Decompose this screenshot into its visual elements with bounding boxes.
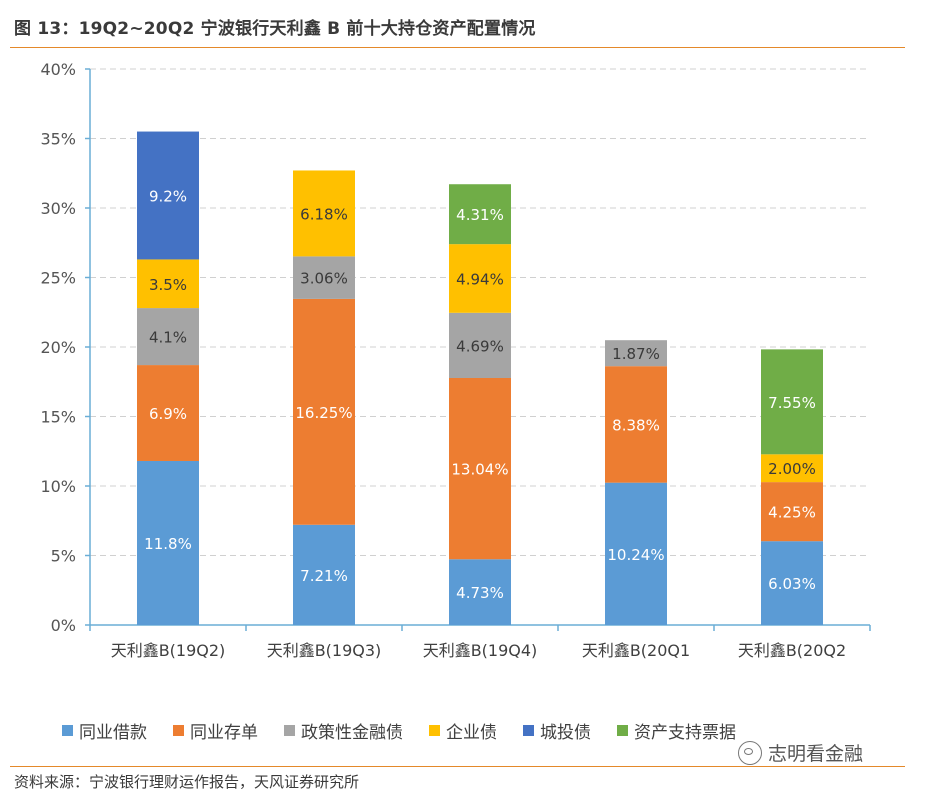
legend-label: 城投债 — [540, 723, 591, 743]
y-tick-label: 10% — [40, 477, 76, 496]
watermark-text: 志明看金融 — [768, 743, 864, 765]
bar-segment — [137, 259, 199, 309]
data-label: 16.25% — [295, 404, 352, 422]
data-label: 13.04% — [451, 461, 508, 479]
data-label: 1.87% — [612, 345, 660, 363]
data-label: 7.21% — [300, 567, 348, 585]
bar-segment — [449, 184, 511, 245]
y-tick-label: 30% — [40, 199, 76, 218]
data-label: 4.1% — [149, 329, 187, 347]
data-label: 6.03% — [768, 575, 816, 593]
bar-segment — [449, 244, 511, 313]
data-label: 3.06% — [300, 270, 348, 288]
legend-swatch — [523, 725, 534, 736]
x-tick-label: 天利鑫B(20Q2 — [738, 641, 846, 660]
chart-legend: 同业借款 同业存单 政策性金融债 企业债 城投债 资产支持票据 — [62, 718, 762, 743]
footer-divider — [10, 766, 905, 767]
title-divider — [10, 47, 905, 48]
legend-item: 资产支持票据 — [617, 718, 736, 743]
bar-segment — [449, 312, 511, 378]
data-label: 11.8% — [144, 535, 192, 553]
bar-segment — [449, 377, 511, 560]
legend-item: 政策性金融债 — [284, 718, 403, 743]
legend-swatch — [429, 725, 440, 736]
wechat-icon — [738, 740, 762, 765]
legend-label: 同业借款 — [79, 723, 147, 743]
data-label: 3.5% — [149, 276, 187, 294]
bar-segment — [137, 131, 199, 260]
bar-segment — [137, 460, 199, 625]
data-label: 7.55% — [768, 394, 816, 412]
legend-swatch — [284, 725, 295, 736]
legend-item: 企业债 — [429, 718, 497, 743]
legend-item: 城投债 — [523, 718, 591, 743]
x-tick-label: 天利鑫B(19Q2) — [111, 641, 226, 660]
data-label: 4.25% — [768, 504, 816, 522]
bar-segment — [761, 541, 823, 625]
data-label: 2.00% — [768, 460, 816, 478]
source-note: 资料来源：宁波银行理财运作报告，天风证券研究所 — [14, 773, 360, 791]
bar-segment — [761, 454, 823, 483]
bar-segment — [137, 308, 199, 366]
bar-segment — [605, 482, 667, 625]
bar-segment — [293, 256, 355, 299]
watermark: 志明看金融 — [738, 739, 863, 766]
bar-segment — [137, 365, 199, 461]
data-label: 4.31% — [456, 206, 504, 224]
data-label: 9.2% — [149, 187, 187, 205]
y-tick-label: 40% — [40, 60, 76, 79]
bar-segment — [605, 340, 667, 367]
bar-segment — [761, 482, 823, 542]
legend-label: 资产支持票据 — [634, 723, 736, 743]
stacked-bar-chart: 0% 5% 10% 15% 20% 25% 30% 35% 40% 11.8% 6.9% 4.1% 3.… — [40, 60, 871, 660]
data-label: 4.69% — [456, 337, 504, 355]
legend-label: 企业债 — [446, 723, 497, 743]
legend-label: 政策性金融债 — [301, 723, 403, 743]
bar-segment — [293, 524, 355, 625]
chart-title: 图 13：19Q2~20Q2 宁波银行天利鑫 B 前十大持仓资产配置情况 — [14, 19, 536, 39]
y-tick-label: 35% — [40, 130, 76, 149]
bar-segment — [293, 170, 355, 257]
legend-item: 同业存单 — [173, 718, 258, 743]
data-label: 6.18% — [300, 205, 348, 223]
y-tick-label: 0% — [51, 616, 76, 635]
data-label: 8.38% — [612, 416, 660, 434]
data-label: 4.73% — [456, 584, 504, 602]
legend-swatch — [617, 725, 628, 736]
legend-label: 同业存单 — [190, 723, 258, 743]
data-label: 10.24% — [607, 546, 664, 564]
legend-swatch — [62, 725, 73, 736]
bar-segment — [449, 559, 511, 625]
legend-swatch — [173, 725, 184, 736]
bar-segment — [761, 349, 823, 455]
legend-item: 同业借款 — [62, 718, 147, 743]
y-tick-label: 5% — [51, 547, 76, 566]
y-tick-label: 15% — [40, 408, 76, 427]
y-tick-label: 25% — [40, 269, 76, 288]
x-tick-label: 天利鑫B(20Q1 — [582, 641, 690, 660]
y-tick-label: 20% — [40, 338, 76, 357]
x-tick-label: 天利鑫B(19Q4) — [423, 641, 538, 660]
bar-segment — [605, 366, 667, 483]
bar-segment — [293, 298, 355, 525]
x-tick-label: 天利鑫B(19Q3) — [267, 641, 382, 660]
data-label: 4.94% — [456, 270, 504, 288]
data-label: 6.9% — [149, 405, 187, 423]
